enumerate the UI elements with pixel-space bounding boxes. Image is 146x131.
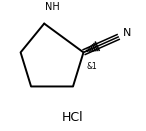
Text: NH: NH: [45, 2, 59, 12]
Text: N: N: [122, 28, 131, 38]
Text: HCl: HCl: [62, 111, 84, 124]
Text: &1: &1: [86, 62, 97, 71]
